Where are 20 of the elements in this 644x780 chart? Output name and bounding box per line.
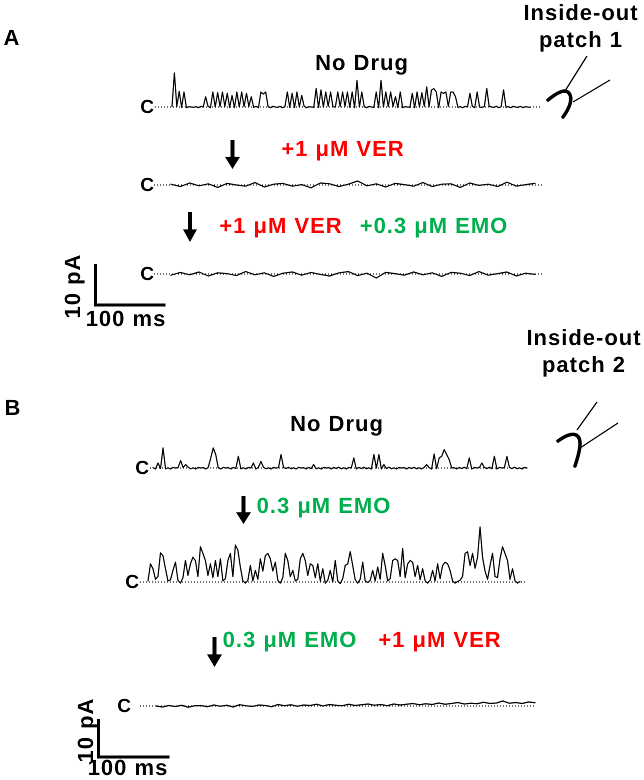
chart-subtitle: +0.3 μM EMO [360,213,508,238]
chart-title: +1 μM VER [281,136,405,161]
ref-line-label: C [117,696,132,718]
ref-line-label: C [140,264,154,286]
text: Inside-out patch 1 [522,0,640,53]
chart-title: +1 μM VER [219,213,343,238]
chart-title: 0.3 μM EMO [222,627,358,652]
text: Inside-out patch 2 [525,324,643,378]
ref-line-label: C [140,97,154,118]
text: A [4,25,20,50]
ref-line-label: C [135,458,150,480]
text: 10 pA [60,254,85,318]
chart-title: No Drug [315,50,409,75]
ref-line-label: C [125,572,140,594]
ref-line-label: C [140,175,154,196]
text: B [4,395,22,420]
chart-title: 0.3 μM EMO [256,493,392,518]
chart-title: No Drug [290,411,384,436]
text: 100 ms [86,306,166,331]
chart-subtitle: +1 μM VER [378,627,502,652]
